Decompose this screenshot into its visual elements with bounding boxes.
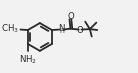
Text: CH$_3$: CH$_3$ <box>1 23 19 35</box>
Text: N: N <box>58 24 65 33</box>
Text: NH$_2$: NH$_2$ <box>19 54 37 66</box>
Text: H: H <box>60 28 64 34</box>
Text: O: O <box>67 12 74 21</box>
Text: O: O <box>77 26 83 35</box>
